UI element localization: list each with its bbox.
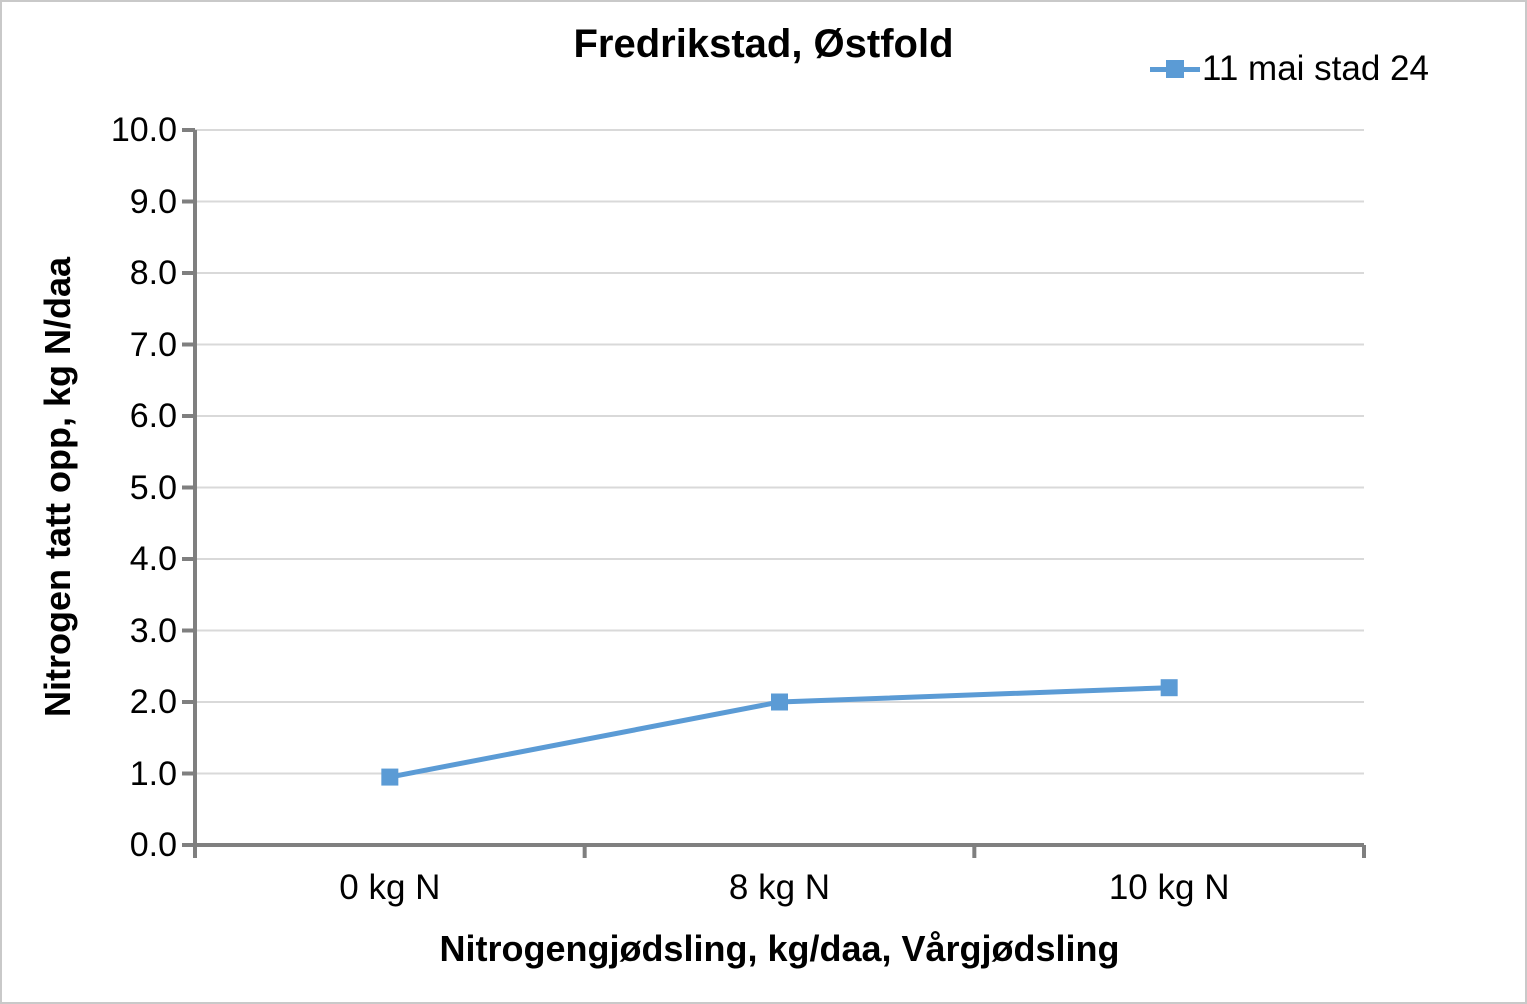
y-tick-label: 4.0 [129,540,177,578]
x-axis-title: Nitrogengjødsling, kg/daa, Vårgjødsling [439,928,1120,969]
x-tick-label: 0 kg N [339,868,441,907]
chart-title: Fredrikstad, Østfold [573,22,954,66]
y-tick-label: 5.0 [129,468,177,507]
legend-square-swatch [1166,60,1184,78]
y-tick-label: 0.0 [129,826,177,864]
y-tick-label: 7.0 [129,325,177,364]
data-point-marker [381,768,399,786]
x-tick-label: 10 kg N [1108,868,1230,907]
y-tick-label: 9.0 [129,182,177,221]
y-tick-label: 10.0 [110,111,177,149]
data-point-marker [771,693,788,711]
legend-series-label: 11 mai stad 24 [1202,49,1429,88]
x-tick-label: 8 kg N [728,868,831,907]
legend-series-marker-icon [1150,60,1200,78]
y-tick-label: 1.0 [129,754,177,793]
data-point-marker [1160,679,1178,697]
y-tick-label: 8.0 [129,254,177,292]
legend: 11 mai stad 24 [1150,46,1429,92]
y-tick-label: 6.0 [129,397,177,435]
y-tick-label: 2.0 [129,683,177,721]
y-tick-label: 3.0 [129,611,177,650]
